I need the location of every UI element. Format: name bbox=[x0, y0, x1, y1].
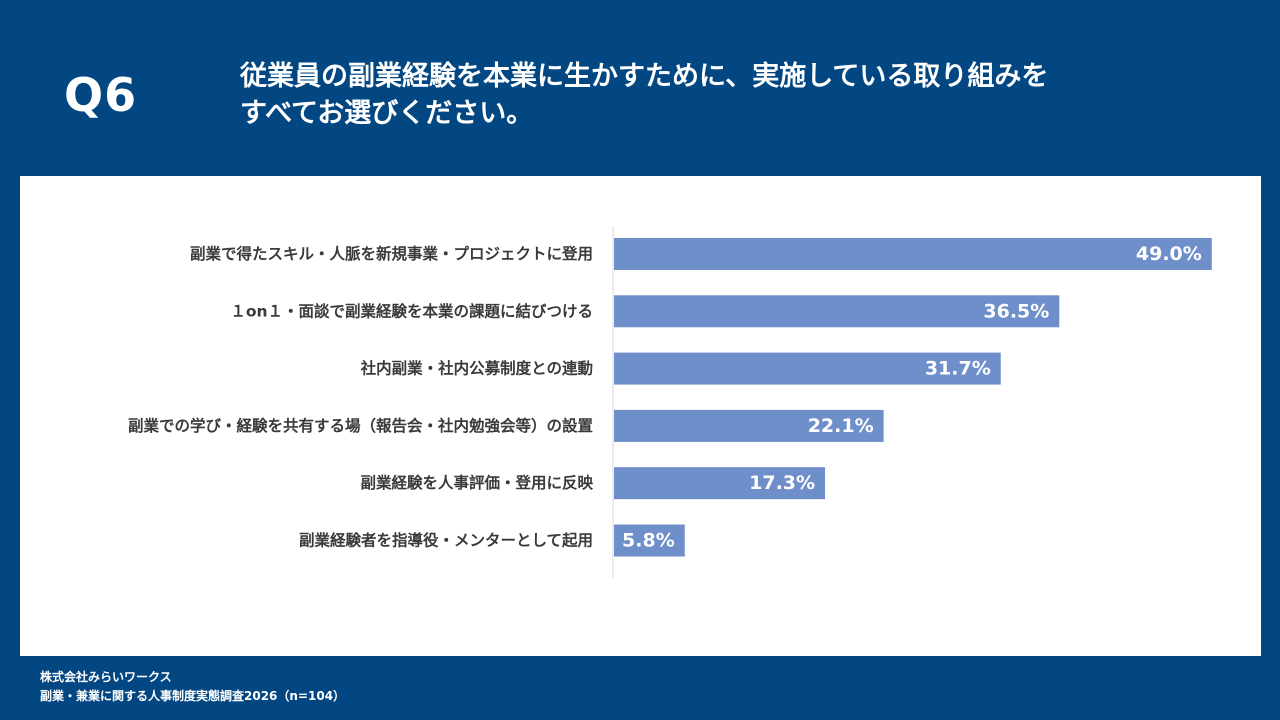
data-label: 5.8% bbox=[622, 530, 675, 552]
question-line-2: すべてお選びください。 bbox=[240, 98, 534, 129]
question-text: 従業員の副業経験を本業に生かすために、実施している取り組みを すべてお選びくださ… bbox=[240, 58, 1160, 132]
bar bbox=[614, 352, 1001, 385]
bar bbox=[614, 467, 826, 500]
question-number: Q6 bbox=[64, 68, 138, 122]
data-label: 22.1% bbox=[808, 415, 874, 437]
chart-panel: 副業で得たスキル・人脈を新規事業・プロジェクトに登用 49.0% １on１・面談で副… bbox=[20, 176, 1261, 656]
bar bbox=[614, 295, 1060, 328]
footer-survey: 副業・兼業に関する人事制度実態調査2026（n=104） bbox=[40, 689, 346, 703]
category-label: 副業経験を人事評価・登用に反映 bbox=[360, 473, 593, 492]
footer-company: 株式会社みらいワークス bbox=[40, 670, 172, 684]
bar bbox=[614, 238, 1212, 270]
question-line-1: 従業員の副業経験を本業に生かすために、実施している取り組みを bbox=[240, 61, 1049, 92]
data-label: 36.5% bbox=[983, 300, 1049, 322]
data-label: 49.0% bbox=[1136, 243, 1202, 265]
footer: 株式会社みらいワークス 副業・兼業に関する人事制度実態調査2026（n=104） bbox=[40, 668, 345, 706]
category-label: 社内副業・社内公募制度との連動 bbox=[360, 359, 593, 378]
category-label: 副業経験者を指導役・メンターとして起用 bbox=[299, 531, 593, 550]
category-label: １on１・面談で副業経験を本業の課題に結びつける bbox=[230, 301, 593, 320]
bar bbox=[614, 409, 884, 442]
category-label: 副業での学び・経験を共有する場（報告会・社内勉強会等）の設置 bbox=[128, 416, 593, 435]
bar bbox=[614, 524, 685, 557]
data-label: 17.3% bbox=[749, 472, 815, 494]
bar-chart: 副業で得たスキル・人脈を新規事業・プロジェクトに登用 49.0% １on１・面談で副… bbox=[128, 226, 1212, 578]
category-label: 副業で得たスキル・人脈を新規事業・プロジェクトに登用 bbox=[190, 244, 593, 263]
data-label: 31.7% bbox=[925, 358, 991, 380]
